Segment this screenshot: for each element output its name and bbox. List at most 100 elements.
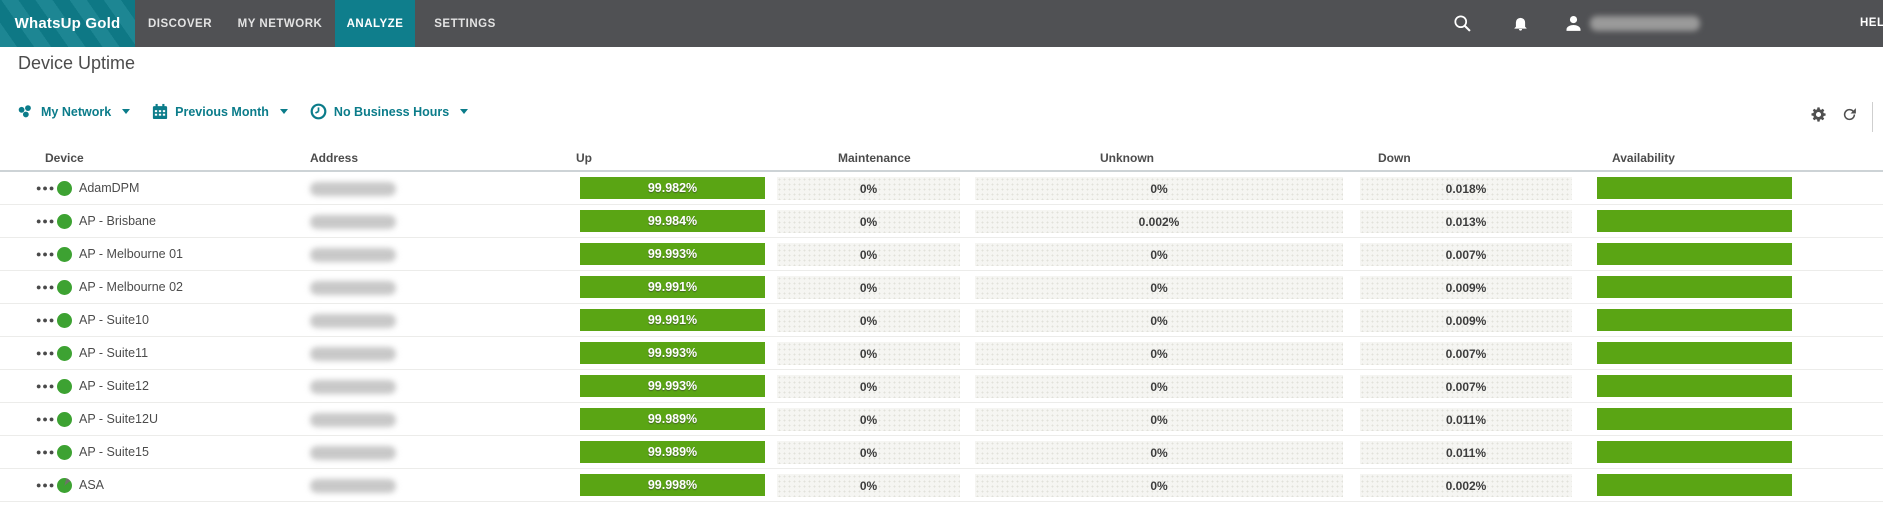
- table-row: ●●● AP - Suite12 99.993% 0% 0% 0.007%: [0, 370, 1883, 403]
- row-menu-button[interactable]: ●●●: [36, 183, 56, 193]
- down-value: 0.011%: [1360, 441, 1572, 464]
- row-menu-button[interactable]: ●●●: [36, 480, 56, 490]
- up-bar: 99.993%: [580, 243, 765, 265]
- row-menu-button[interactable]: ●●●: [36, 414, 56, 424]
- table-row: ●●● AP - Brisbane 99.984% 0% 0.002% 0.01…: [0, 205, 1883, 238]
- help-link[interactable]: HELP: [1860, 17, 1883, 29]
- device-status-icon: [57, 445, 72, 460]
- down-value: 0.007%: [1360, 342, 1572, 365]
- calendar-icon: [152, 103, 168, 120]
- search-icon[interactable]: [1452, 13, 1473, 34]
- chevron-down-icon: [279, 109, 288, 114]
- col-header-unknown[interactable]: Unknown: [1100, 151, 1154, 165]
- row-menu-button[interactable]: ●●●: [36, 282, 56, 292]
- brand-logo[interactable]: WhatsUp Gold: [0, 0, 135, 47]
- maintenance-value: 0%: [777, 177, 960, 200]
- device-address-redacted: [310, 413, 396, 427]
- user-account-icon[interactable]: [1563, 13, 1584, 34]
- tab-label: DISCOVER: [147, 17, 213, 30]
- device-name[interactable]: AP - Melbourne 02: [79, 280, 183, 294]
- availability-bar: [1597, 243, 1792, 265]
- col-header-availability[interactable]: Availability: [1612, 151, 1675, 165]
- device-name[interactable]: AP - Melbourne 01: [79, 247, 183, 261]
- tab-analyze[interactable]: ANALYZE: [335, 0, 415, 47]
- up-bar: 99.993%: [580, 342, 765, 364]
- col-header-device[interactable]: Device: [45, 151, 84, 165]
- up-bar: 99.993%: [580, 375, 765, 397]
- top-nav: WhatsUp Gold DISCOVER MY NETWORK ANALYZE…: [0, 0, 1883, 47]
- row-menu-button[interactable]: ●●●: [36, 381, 56, 391]
- tab-discover[interactable]: DISCOVER: [135, 0, 225, 47]
- down-value: 0.009%: [1360, 309, 1572, 332]
- chevron-down-icon: [122, 109, 131, 114]
- clock-icon: [310, 103, 327, 120]
- row-menu-button[interactable]: ●●●: [36, 249, 56, 259]
- availability-bar: [1597, 342, 1792, 364]
- up-value: 99.984%: [647, 214, 698, 228]
- maintenance-value: 0%: [777, 243, 960, 266]
- tab-label: SETTINGS: [434, 17, 496, 30]
- availability-bar: [1597, 408, 1792, 430]
- unknown-value: 0%: [975, 375, 1343, 398]
- unknown-value: 0%: [975, 177, 1343, 200]
- page-title: Device Uptime: [18, 53, 136, 73]
- logged-in-user-redacted[interactable]: [1590, 16, 1700, 31]
- tab-label: ANALYZE: [346, 17, 404, 30]
- col-header-maintenance[interactable]: Maintenance: [838, 151, 911, 165]
- up-value: 99.993%: [647, 346, 698, 360]
- device-address-redacted: [310, 248, 396, 262]
- availability-bar: [1597, 441, 1792, 463]
- report-toolbar: [1810, 106, 1858, 123]
- device-name[interactable]: ASA: [79, 478, 105, 492]
- up-value: 99.993%: [647, 379, 698, 393]
- up-value: 99.989%: [647, 445, 698, 459]
- date-range-filter[interactable]: Previous Month: [152, 103, 288, 120]
- maintenance-value: 0%: [777, 408, 960, 431]
- filter-bar: My Network Previous Month No Business Ho…: [16, 103, 469, 120]
- table-row: ●●● AP - Melbourne 02 99.991% 0% 0% 0.00…: [0, 271, 1883, 304]
- device-address-redacted: [310, 446, 396, 460]
- settings-gear-icon[interactable]: [1810, 106, 1827, 123]
- device-status-icon: [57, 412, 72, 427]
- row-menu-button[interactable]: ●●●: [36, 216, 56, 226]
- tab-settings[interactable]: SETTINGS: [415, 0, 515, 47]
- toolbar-divider: [1872, 102, 1873, 132]
- device-address-redacted: [310, 314, 396, 328]
- col-header-down[interactable]: Down: [1378, 151, 1411, 165]
- business-hours-filter[interactable]: No Business Hours: [310, 103, 469, 120]
- device-name[interactable]: AdamDPM: [79, 181, 140, 195]
- device-name[interactable]: AP - Suite12: [79, 379, 149, 393]
- device-status-icon: [57, 181, 72, 196]
- col-header-up[interactable]: Up: [576, 151, 592, 165]
- down-value: 0.002%: [1360, 474, 1572, 497]
- col-header-address[interactable]: Address: [310, 151, 359, 165]
- up-value: 99.991%: [647, 280, 698, 294]
- network-icon: [16, 103, 34, 120]
- device-address-redacted: [310, 182, 396, 196]
- down-value: 0.011%: [1360, 408, 1572, 431]
- device-name[interactable]: AP - Suite10: [79, 313, 149, 327]
- tab-my-network[interactable]: MY NETWORK: [225, 0, 335, 47]
- table-row: ●●● AdamDPM 99.982% 0% 0% 0.018%: [0, 172, 1883, 205]
- table-row: ●●● AP - Suite11 99.993% 0% 0% 0.007%: [0, 337, 1883, 370]
- row-menu-button[interactable]: ●●●: [36, 447, 56, 457]
- row-menu-button[interactable]: ●●●: [36, 348, 56, 358]
- up-value: 99.998%: [647, 478, 698, 492]
- device-address-redacted: [310, 347, 396, 361]
- notifications-bell-icon[interactable]: [1512, 15, 1529, 32]
- down-value: 0.013%: [1360, 210, 1572, 233]
- up-value: 99.993%: [647, 247, 698, 261]
- device-name[interactable]: AP - Suite15: [79, 445, 149, 459]
- table-row: ●●● AP - Suite10 99.991% 0% 0% 0.009%: [0, 304, 1883, 337]
- refresh-icon[interactable]: [1841, 106, 1858, 123]
- availability-bar: [1597, 309, 1792, 331]
- device-group-filter[interactable]: My Network: [16, 103, 131, 120]
- device-name[interactable]: AP - Suite12U: [79, 412, 158, 426]
- row-menu-button[interactable]: ●●●: [36, 315, 56, 325]
- maintenance-value: 0%: [777, 375, 960, 398]
- up-bar: 99.998%: [580, 474, 765, 496]
- unknown-value: 0%: [975, 474, 1343, 497]
- device-name[interactable]: AP - Brisbane: [79, 214, 156, 228]
- device-name[interactable]: AP - Suite11: [79, 346, 149, 360]
- maintenance-value: 0%: [777, 441, 960, 464]
